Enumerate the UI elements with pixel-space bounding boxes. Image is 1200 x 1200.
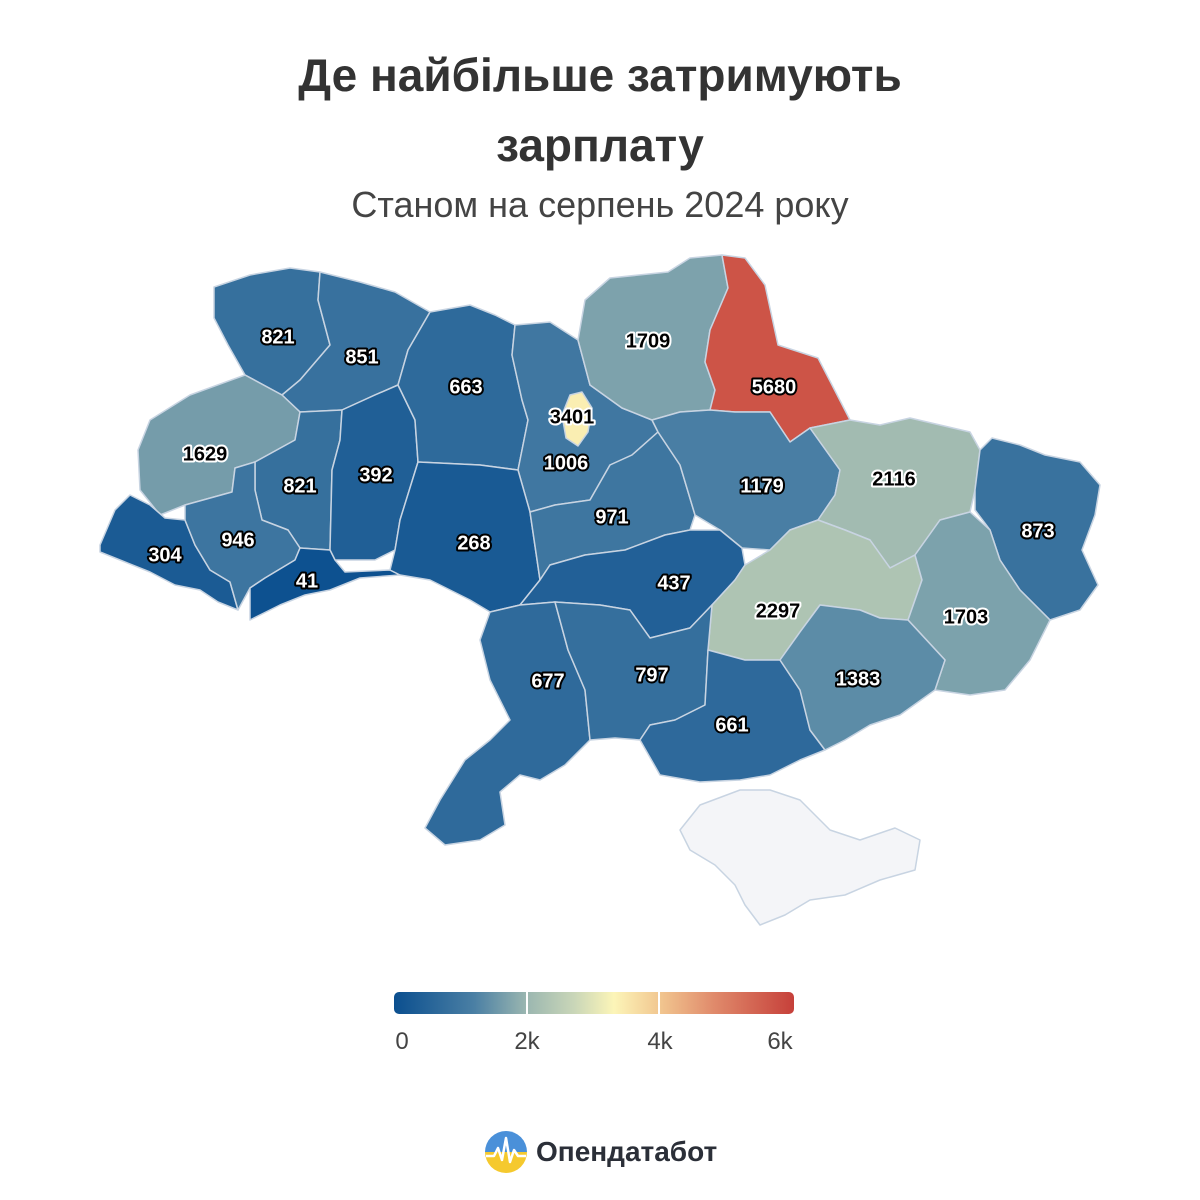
title-line-1: Де найбільше затримують (298, 49, 902, 101)
legend-ticks: 0 2k 4k 6k (394, 1028, 794, 1058)
label-donetsk: 1703 (944, 606, 989, 628)
label-kyiv-oblast: 1006 (544, 452, 589, 474)
label-chernihiv: 1709 (626, 330, 671, 352)
label-khmelnytskyi: 392 (359, 464, 392, 486)
label-zaporizhzhia: 1383 (836, 668, 881, 690)
region-kherson[interactable] (639, 649, 826, 783)
label-chernivtsi: 41 (296, 570, 318, 592)
regions-layer (99, 254, 1101, 926)
region-vinnytsia[interactable] (389, 461, 541, 613)
region-kyiv-city[interactable] (561, 391, 593, 447)
label-dnipropetrovsk: 2297 (756, 600, 801, 622)
legend-tick-6k: 6k (767, 1028, 793, 1055)
legend-gradient-bar (394, 992, 794, 1014)
map-title: Де найбільше затримують зарплату (0, 40, 1200, 180)
legend-separator (658, 992, 660, 1014)
label-vinnytsia: 268 (457, 532, 490, 554)
title-line-2: зарплату (496, 119, 704, 171)
labels-layer: 821 851 1629 821 392 663 1006 3401 1709 … (146, 324, 1056, 738)
label-odesa: 677 (531, 670, 564, 692)
label-luhansk: 873 (1021, 520, 1054, 542)
legend-separator (526, 992, 528, 1014)
label-kharkiv: 2116 (872, 468, 915, 490)
label-kherson: 661 (715, 714, 748, 736)
label-kirovohrad: 437 (657, 572, 690, 594)
label-ivano-frankivsk: 946 (221, 529, 254, 551)
label-cherkasy: 971 (595, 506, 628, 528)
legend-tick-2k: 2k (514, 1028, 540, 1055)
color-legend: 0 2k 4k 6k (394, 992, 794, 1058)
opendatabot-logo-icon (485, 1131, 527, 1173)
label-ternopil: 821 (283, 475, 316, 497)
label-poltava: 1179 (740, 475, 783, 497)
brand-footer: Опендатабот (484, 1128, 717, 1176)
map-subtitle: Станом на серпень 2024 року (351, 184, 849, 225)
label-lviv: 1629 (183, 443, 228, 465)
brand-name: Опендатабот (536, 1136, 718, 1167)
region-luhansk[interactable] (974, 437, 1101, 621)
legend-tick-0: 0 (395, 1028, 409, 1055)
label-mykolaiv: 797 (635, 664, 668, 686)
label-kyiv-city: 3401 (550, 406, 595, 428)
legend-tick-4k: 4k (647, 1028, 673, 1055)
label-rivne: 851 (345, 346, 378, 368)
region-zaporizhzhia[interactable] (779, 604, 946, 751)
label-zakarpattia: 304 (148, 544, 182, 566)
region-crimea[interactable] (679, 789, 921, 926)
label-sumy: 5680 (752, 376, 797, 398)
label-volyn: 821 (261, 326, 294, 348)
ukraine-choropleth-map: 821 851 1629 821 392 663 1006 3401 1709 … (99, 254, 1101, 926)
label-zhytomyr: 663 (449, 376, 482, 398)
